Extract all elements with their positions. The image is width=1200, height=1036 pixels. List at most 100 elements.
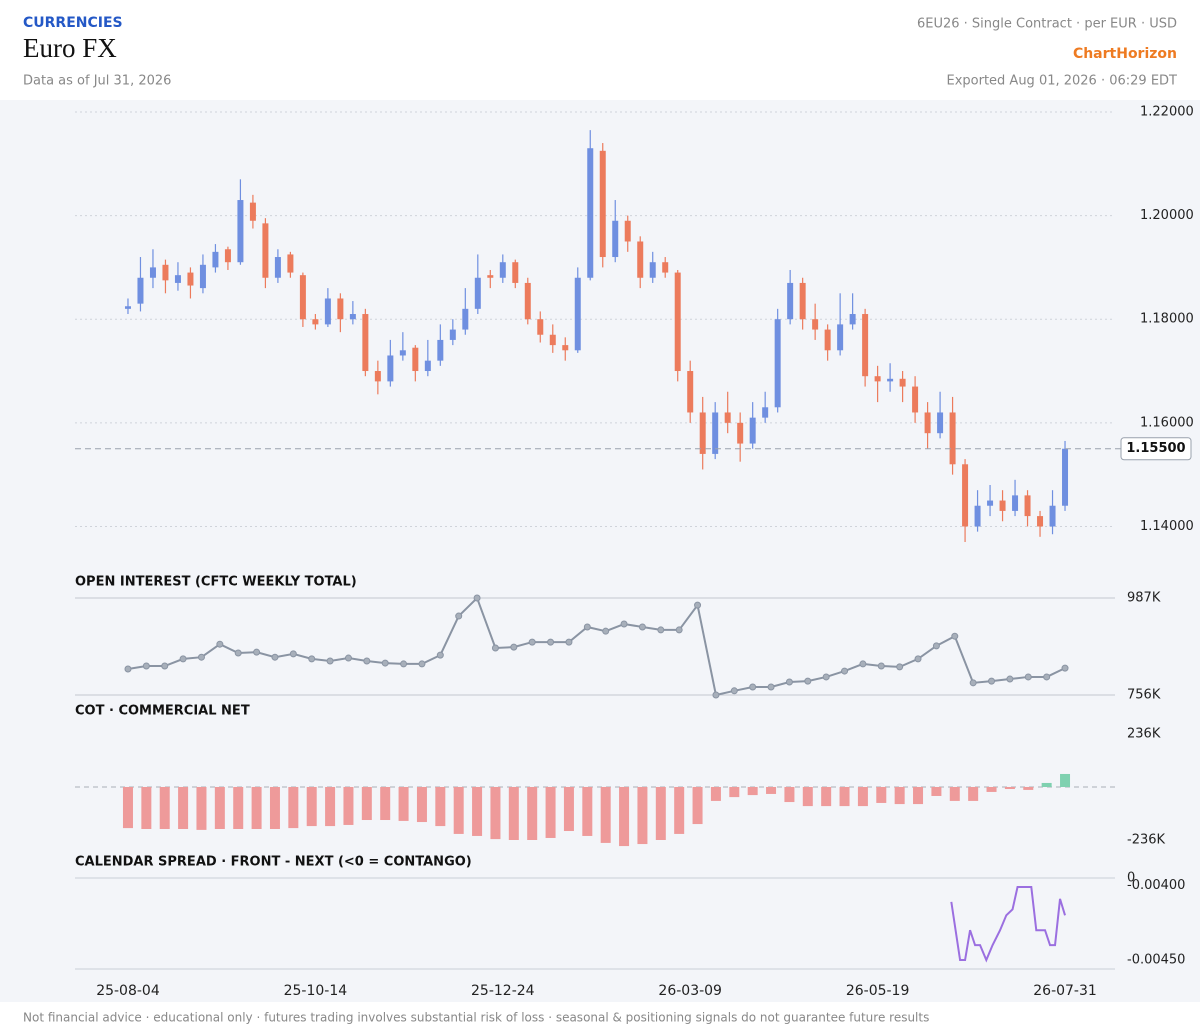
point <box>473 594 481 602</box>
candle-body <box>649 262 656 278</box>
candle-body <box>849 314 856 325</box>
candle-body <box>749 417 756 444</box>
candle-body <box>562 345 569 351</box>
point <box>381 659 389 667</box>
point <box>363 657 371 665</box>
candle-body <box>299 275 306 320</box>
y-tick-label: -236K <box>1127 833 1166 848</box>
candle-body <box>1024 495 1031 517</box>
point <box>326 657 334 665</box>
candle-body <box>737 422 744 444</box>
candle-body <box>1012 495 1019 511</box>
x-tick-label: 25-12-24 <box>471 983 535 999</box>
point <box>657 626 665 634</box>
candle-body <box>212 251 219 268</box>
y-tick-label: 1.18000 <box>1140 312 1194 327</box>
candle-body <box>274 257 281 278</box>
point <box>197 653 205 661</box>
point <box>675 626 683 634</box>
candle-body <box>874 376 881 382</box>
bar <box>674 787 685 834</box>
point <box>951 632 959 640</box>
candle-body <box>162 264 169 281</box>
bar <box>435 787 446 827</box>
candle-body <box>912 386 919 413</box>
candle-body <box>199 264 206 289</box>
point <box>124 665 132 673</box>
candle-body <box>424 360 431 372</box>
candle-body <box>124 306 131 309</box>
point <box>877 662 885 670</box>
candle-body <box>962 464 969 527</box>
reference-label: 0 <box>1127 871 1135 886</box>
candle-body <box>587 148 594 278</box>
point <box>914 655 922 663</box>
y-tick-label: -0.00400 <box>1127 878 1185 893</box>
bar <box>122 787 133 829</box>
bar <box>600 787 611 843</box>
bar <box>288 787 299 829</box>
point <box>620 620 628 628</box>
exported: Exported Aug 01, 2026 · 06:29 EDT <box>946 74 1177 89</box>
bar <box>141 787 152 829</box>
candle-body <box>862 314 869 377</box>
bar <box>747 787 758 796</box>
candle-body <box>224 249 231 263</box>
point <box>841 667 849 675</box>
bar <box>821 787 832 807</box>
point <box>583 623 591 631</box>
point <box>216 640 224 648</box>
bar <box>931 787 942 796</box>
point <box>547 638 555 646</box>
candle-body <box>449 329 456 340</box>
y-tick-label: 236K <box>1127 727 1161 742</box>
y-tick-label: 1.22000 <box>1140 104 1194 119</box>
series-line <box>127 596 1066 697</box>
point <box>602 627 610 635</box>
point <box>1043 673 1051 681</box>
point <box>234 649 242 657</box>
bar <box>453 787 464 834</box>
bar <box>784 787 795 803</box>
point <box>1061 664 1069 672</box>
panel-title: COT · COMMERCIAL NET <box>75 704 250 719</box>
candle-body <box>387 355 394 382</box>
bar <box>729 787 740 798</box>
candle-body <box>987 500 994 506</box>
candle-body <box>137 277 144 304</box>
as-of: Data as of Jul 31, 2026 <box>23 74 171 89</box>
y-tick-label: -0.00450 <box>1127 953 1185 968</box>
bar <box>894 787 905 805</box>
candle-body <box>237 200 244 263</box>
candle-body <box>349 314 356 320</box>
candle-body <box>462 308 469 330</box>
y-tick-label: 987K <box>1127 591 1161 606</box>
bar <box>178 787 189 829</box>
point <box>969 679 977 687</box>
y-tick-label: 1.16000 <box>1140 415 1194 430</box>
bar <box>233 787 244 829</box>
panel-title: CALENDAR SPREAD · FRONT - NEXT (<0 = CON… <box>75 855 472 870</box>
bar <box>159 787 170 829</box>
bar <box>1041 782 1052 787</box>
bar <box>196 787 207 830</box>
bar <box>251 787 262 829</box>
bar <box>766 787 777 794</box>
point <box>896 663 904 671</box>
x-tick-label: 25-08-04 <box>96 983 160 999</box>
candle-body <box>374 371 381 382</box>
bar <box>398 787 409 821</box>
point <box>418 660 426 668</box>
point <box>712 691 720 699</box>
point <box>179 655 187 663</box>
candle-body <box>762 407 769 418</box>
bar <box>361 787 372 821</box>
point <box>694 601 702 609</box>
candle-body <box>712 412 719 454</box>
bar <box>380 787 391 821</box>
candle-body <box>474 277 481 309</box>
candle-body <box>337 298 344 320</box>
bar <box>214 787 225 829</box>
contract: 6EU26 · Single Contract · per EUR · USD <box>917 17 1177 32</box>
